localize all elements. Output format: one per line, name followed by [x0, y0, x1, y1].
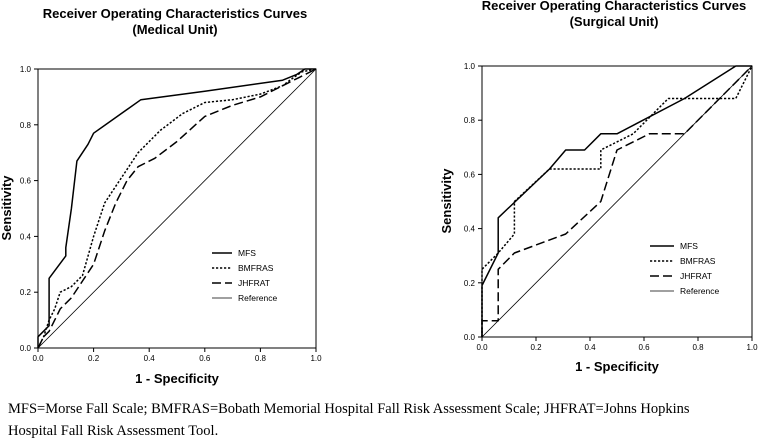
- y-tick-label: 0.6: [20, 177, 32, 186]
- roc-figure: Receiver Operating Characteristics Curve…: [0, 0, 758, 386]
- series-line-mfs: [481, 65, 752, 337]
- series-line-bmfras: [37, 68, 317, 349]
- series-line-jhfrat: [37, 68, 317, 349]
- chart-subtitle: (Surgical Unit): [570, 14, 659, 29]
- legend-label-bmfras: BMFRAS: [238, 263, 274, 273]
- caption-line-2: Hospital Fall Risk Assessment Tool.: [8, 423, 219, 439]
- x-tick-label: 0.0: [476, 343, 488, 352]
- roc-chart-surgical: Receiver Operating Characteristics Curve…: [439, 0, 758, 374]
- series-line-bmfras: [481, 65, 753, 337]
- x-tick-label: 0.4: [144, 354, 156, 363]
- x-tick-label: 0.4: [584, 343, 596, 352]
- legend: MFS BMFRAS JHFRAT Reference: [212, 248, 277, 303]
- y-tick-label: 1.0: [20, 65, 32, 74]
- caption-line-1: MFS=Morse Fall Scale; BMFRAS=Bobath Memo…: [8, 401, 690, 417]
- y-axis-label: Sensitivity: [439, 168, 454, 234]
- y-tick-label: 0.0: [20, 344, 32, 353]
- legend-label-mfs: MFS: [238, 248, 256, 258]
- x-axis-label: 1 - Specificity: [575, 359, 660, 374]
- plot-frame: [481, 65, 753, 338]
- y-tick-label: 0.2: [20, 288, 32, 297]
- y-tick-label: 0.0: [464, 333, 476, 342]
- series-line-reference: [481, 65, 753, 338]
- y-tick-label: 0.4: [20, 232, 32, 241]
- legend-label-bmfras: BMFRAS: [680, 256, 716, 266]
- y-tick-label: 1.0: [464, 62, 476, 71]
- legend-label-mfs: MFS: [680, 241, 698, 251]
- x-tick-label: 1.0: [746, 343, 758, 352]
- x-tick-label: 0.6: [199, 354, 211, 363]
- plot-frame: [37, 68, 317, 349]
- legend-label-reference: Reference: [680, 286, 719, 296]
- x-axis-label: 1 - Specificity: [135, 371, 220, 386]
- y-axis-label: Sensitivity: [0, 175, 14, 241]
- x-tick-label: 0.6: [638, 343, 650, 352]
- y-tick-label: 0.6: [464, 170, 476, 179]
- chart-title: Receiver Operating Characteristics Curve…: [43, 6, 307, 21]
- x-tick-label: 0.0: [32, 354, 44, 363]
- legend-label-reference: Reference: [238, 293, 277, 303]
- x-tick-label: 0.8: [692, 343, 704, 352]
- chart-subtitle: (Medical Unit): [132, 22, 217, 37]
- y-tick-label: 0.8: [20, 121, 32, 130]
- y-tick-label: 0.2: [464, 279, 476, 288]
- y-tick-label: 0.8: [464, 116, 476, 125]
- legend-label-jhfrat: JHFRAT: [680, 271, 712, 281]
- series-line-mfs: [37, 68, 316, 348]
- figure-caption: MFS=Morse Fall Scale; BMFRAS=Bobath Memo…: [8, 398, 760, 442]
- x-tick-label: 0.2: [530, 343, 542, 352]
- roc-chart-medical: Receiver Operating Characteristics Curve…: [0, 6, 322, 386]
- legend: MFS BMFRAS JHFRAT Reference: [650, 241, 719, 296]
- legend-label-jhfrat: JHFRAT: [238, 278, 270, 288]
- series-line-reference: [37, 68, 317, 349]
- chart-title: Receiver Operating Characteristics Curve…: [482, 0, 746, 13]
- x-tick-label: 1.0: [310, 354, 322, 363]
- x-tick-label: 0.8: [255, 354, 267, 363]
- x-tick-label: 0.2: [88, 354, 100, 363]
- y-tick-label: 0.4: [464, 225, 476, 234]
